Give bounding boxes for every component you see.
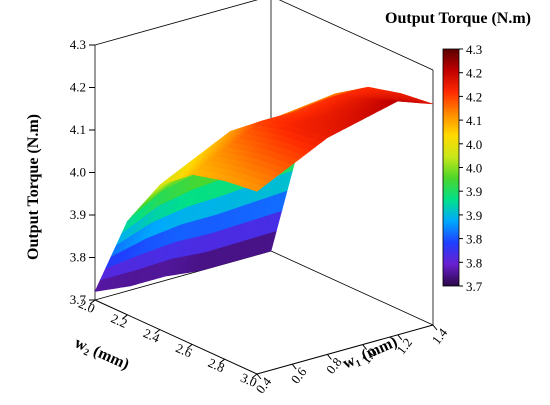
surface-patch <box>250 184 264 192</box>
colorbar-tick-label: 3.7 <box>466 279 483 294</box>
colorbar-tick-label: 4.0 <box>466 161 482 176</box>
colorbar-ticks: 4.3 4.2 4.2 4.1 4.0 4.0 3.9 3.9 3.8 3.8 3.7 <box>459 42 483 294</box>
box-front-edge <box>94 299 258 375</box>
x-tick-mark <box>122 314 128 320</box>
z-tick-label: 4.2 <box>70 80 86 95</box>
axes-front-lines <box>94 299 434 375</box>
z-tick-label: 4.1 <box>70 122 86 137</box>
colorbar-tick-label: 4.3 <box>466 42 482 57</box>
y-tick-mark <box>256 373 262 380</box>
colorbar-tick-label: 4.2 <box>466 89 482 104</box>
y-tick-label: 1.4 <box>429 325 451 347</box>
y-tick-mark <box>291 363 297 370</box>
x-tick-label: 2.8 <box>206 355 227 375</box>
box-edge <box>94 0 259 46</box>
box-edge <box>270 250 434 326</box>
y-tick-mark <box>327 354 332 360</box>
z-tick-label: 4.3 <box>70 37 86 52</box>
x-tick-mark <box>154 329 161 334</box>
colorbar-tick-label: 4.2 <box>466 66 482 81</box>
y-tick-mark <box>397 334 403 341</box>
x-tick-mark <box>251 373 258 379</box>
x-axis-label: w₂ (mm) <box>72 334 132 373</box>
x-tick-mark <box>89 299 96 305</box>
y-tick-mark <box>432 324 438 331</box>
z-axis-ticks: 3.7 3.8 3.9 4.0 4.1 4.2 4.3 <box>70 37 95 307</box>
colorbar-tick-label: 4.1 <box>466 113 482 128</box>
colorbar-tick-label: 3.8 <box>466 255 482 270</box>
z-tick-label: 3.7 <box>70 292 87 307</box>
z-tick-label: 3.9 <box>70 207 86 222</box>
x-tick-label: 2.2 <box>109 311 130 331</box>
z-tick-label: 3.8 <box>70 250 86 265</box>
colorbar <box>442 48 460 287</box>
x-tick-label: 2.4 <box>141 325 162 346</box>
z-axis-label: Output Torque (N.m) <box>25 114 42 260</box>
colorbar-tick-label: 3.8 <box>466 232 482 247</box>
x-tick-mark <box>186 344 193 349</box>
colorbar-tick-label: 3.9 <box>466 184 482 199</box>
x-tick-label: 3.0 <box>238 370 259 390</box>
x-tick-label: 2.6 <box>174 340 195 361</box>
colorbar-tick-label: 4.0 <box>466 137 482 152</box>
box-edge <box>278 0 434 71</box>
x-tick-label: 2.0 <box>76 296 97 316</box>
y-tick-label: 0.6 <box>288 364 310 386</box>
x-tick-mark <box>219 358 225 364</box>
y-tick-mark <box>362 344 367 350</box>
colorbar-title: Output Torque (N.m) <box>385 10 531 27</box>
colorbar-tick-label: 3.9 <box>466 208 482 223</box>
box-front-edge <box>256 324 434 375</box>
x-axis-ticks: 2.0 2.2 2.4 2.6 2.8 3.0 <box>76 296 259 390</box>
z-tick-label: 4.0 <box>70 165 86 180</box>
surface-plot <box>94 86 434 292</box>
